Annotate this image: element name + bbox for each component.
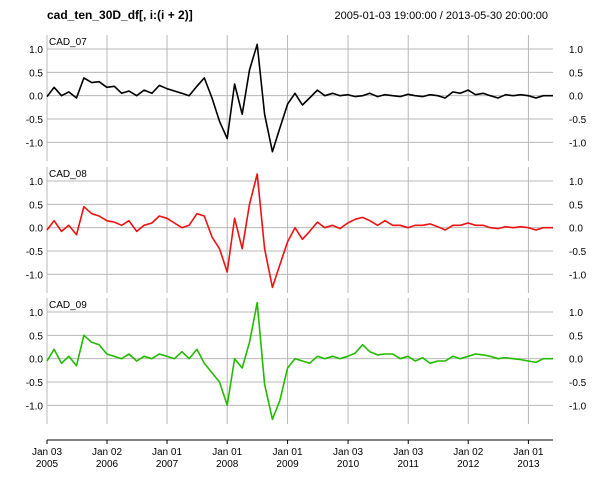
y-tick-label-right: 0.5: [569, 331, 583, 342]
y-tick-label-left: 1.0: [29, 308, 43, 319]
series-name-CAD_07: CAD_07: [49, 37, 87, 48]
x-tick-label-year: 2013: [517, 459, 540, 470]
y-tick-label-left: -1.0: [26, 270, 44, 281]
x-tick-label-date: Jan 03: [393, 447, 423, 458]
y-tick-label-left: -1.0: [26, 401, 44, 412]
x-tick-label-date: Jan 02: [92, 447, 122, 458]
y-tick-label-right: 0.0: [569, 224, 583, 235]
y-tick-label-right: -0.5: [569, 378, 587, 389]
y-tick-label-left: -0.5: [26, 115, 44, 126]
x-tick-label-year: 2012: [457, 459, 480, 470]
x-tick-label-year: 2008: [216, 459, 239, 470]
series-name-CAD_09: CAD_09: [49, 300, 87, 311]
x-tick-label-year: 2009: [276, 459, 299, 470]
y-tick-label-left: 1.0: [29, 45, 43, 56]
y-tick-label-right: 1.0: [569, 45, 583, 56]
y-tick-label-left: -0.5: [26, 378, 44, 389]
x-tick-label-date: Jan 03: [333, 447, 363, 458]
y-tick-label-right: 0.0: [569, 92, 583, 103]
x-tick-label-date: Jan 02: [453, 447, 483, 458]
y-tick-label-left: 0.5: [29, 331, 43, 342]
y-tick-label-right: -1.0: [569, 138, 587, 149]
y-tick-label-right: 1.0: [569, 177, 583, 188]
x-tick-label-year: 2006: [96, 459, 119, 470]
x-tick-label-date: Jan 01: [273, 447, 303, 458]
y-tick-label-left: 0.0: [29, 224, 43, 235]
x-tick-label-date: Jan 01: [212, 447, 242, 458]
y-tick-label-left: 0.0: [29, 92, 43, 103]
panel-CAD_07: 1.0 1.0 0.5 0.5 0.0 0.0 -0.5 -0.5 -1.0 -1.0 CAD_07: [26, 35, 587, 161]
panel-CAD_08: 1.0 1.0 0.5 0.5 0.0 0.0 -0.5 -0.5 -1.0 -1.0 CAD_08: [26, 167, 587, 293]
y-tick-label-right: -0.5: [569, 115, 587, 126]
y-tick-label-right: 1.0: [569, 308, 583, 319]
x-tick-label-year: 2010: [337, 459, 360, 470]
x-tick-label-date: Jan 01: [513, 447, 543, 458]
y-tick-label-right: 0.5: [569, 200, 583, 211]
y-tick-label-right: -0.5: [569, 247, 587, 258]
series-name-CAD_08: CAD_08: [49, 169, 87, 180]
x-tick-label-year: 2005: [36, 459, 59, 470]
x-tick-label-date: Jan 01: [152, 447, 182, 458]
x-tick-label-date: Jan 03: [32, 447, 62, 458]
series-line-CAD_08: [46, 173, 553, 289]
panels-group: 1.0 1.0 0.5 0.5 0.0 0.0 -0.5 -0.5 -1.0 -1.0 CAD_07…: [26, 35, 587, 424]
x-tick-label-year: 2011: [397, 459, 419, 470]
y-tick-label-right: 0.5: [569, 68, 583, 79]
y-tick-label-left: 1.0: [29, 177, 43, 188]
y-tick-label-left: -1.0: [26, 138, 44, 149]
y-tick-label-right: 0.0: [569, 355, 583, 366]
y-tick-label-right: -1.0: [569, 270, 587, 281]
y-tick-label-left: 0.5: [29, 68, 43, 79]
y-tick-label-right: -1.0: [569, 401, 587, 412]
date-range-label: 2005-01-03 19:00:00 / 2013-05-30 20:00:0…: [335, 10, 548, 22]
series-line-CAD_09: [46, 301, 553, 421]
x-tick-label-year: 2007: [156, 459, 179, 470]
series-line-CAD_07: [46, 43, 553, 153]
chart-title: cad_ten_30D_df[, i:(i + 2)]: [47, 8, 193, 22]
y-tick-label-left: 0.0: [29, 355, 43, 366]
y-tick-label-left: -0.5: [26, 247, 44, 258]
y-tick-label-left: 0.5: [29, 200, 43, 211]
panel-CAD_09: 1.0 1.0 0.5 0.5 0.0 0.0 -0.5 -0.5 -1.0 -1.0 CAD_09: [26, 298, 587, 424]
